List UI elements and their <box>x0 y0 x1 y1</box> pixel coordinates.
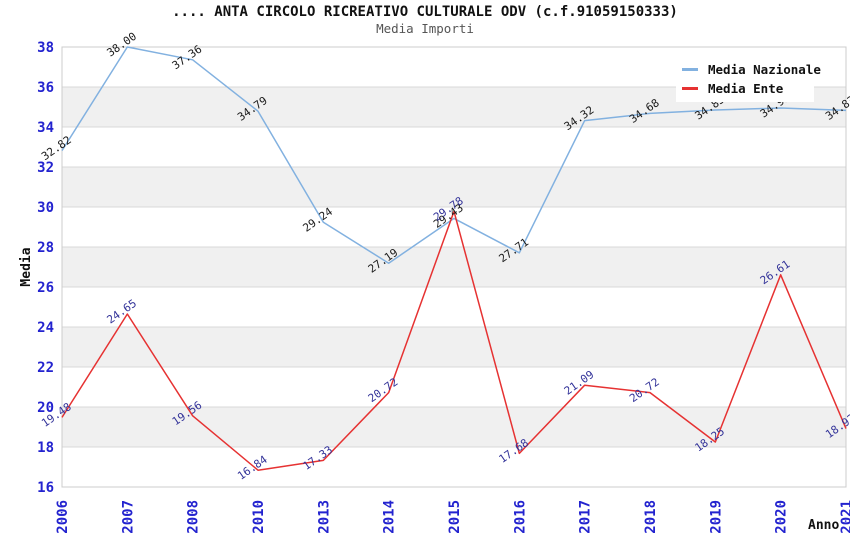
x-tick-label: 2008 <box>186 500 202 534</box>
plot-border <box>61 46 847 488</box>
y-tick-label: 16 <box>37 480 54 496</box>
plot-band <box>62 167 846 207</box>
x-axis-title: Anno <box>808 518 839 533</box>
x-tick-label: 2007 <box>120 500 136 534</box>
legend: Media Nazionale Media Ente <box>676 56 821 102</box>
data-label: 16.84 <box>235 453 270 483</box>
data-label: 32.82 <box>39 133 74 163</box>
y-tick-label: 26 <box>37 280 54 296</box>
y-tick-label: 24 <box>37 320 54 336</box>
legend-marker-icon <box>682 87 698 90</box>
data-label: 20.72 <box>627 375 662 405</box>
y-tick-label: 30 <box>37 200 54 216</box>
x-tick-label: 2017 <box>578 500 594 534</box>
x-tick-label: 2018 <box>643 500 659 534</box>
media-ente-line <box>61 210 847 471</box>
data-label: 29.24 <box>300 205 335 235</box>
y-tick-label: 34 <box>37 120 54 136</box>
legend-item-media-nazionale: Media Nazionale <box>682 62 821 78</box>
media-nazionale-line <box>61 46 847 264</box>
data-label: 21.09 <box>562 368 597 398</box>
y-tick-label: 28 <box>37 240 54 256</box>
x-tick-label: 2019 <box>708 500 724 534</box>
x-tick-label: 2010 <box>251 500 267 534</box>
legend-item-media-ente: Media Ente <box>682 81 808 97</box>
x-tick-label: 2021 <box>839 500 850 534</box>
chart-subtitle: Media Importi <box>376 21 474 36</box>
x-tick-label: 2006 <box>55 500 71 534</box>
plot-band <box>62 247 846 287</box>
y-tick-label: 18 <box>37 440 54 456</box>
y-tick-label: 20 <box>37 400 54 416</box>
y-tick-label: 22 <box>37 360 54 376</box>
legend-label: Media Nazionale <box>708 62 821 77</box>
y-tick-label: 38 <box>37 40 54 56</box>
x-tick-label: 2020 <box>774 500 790 534</box>
x-tick-label: 2015 <box>447 500 463 534</box>
x-tick-label: 2014 <box>382 500 398 534</box>
plot-band <box>62 327 846 367</box>
y-tick-label: 36 <box>37 80 54 96</box>
x-tick-label: 2016 <box>512 500 528 534</box>
y-axis-title: Media <box>19 247 34 286</box>
data-label: 17.33 <box>300 443 335 473</box>
legend-marker-icon <box>682 68 698 71</box>
legend-label: Media Ente <box>708 81 784 96</box>
chart-title: .... ANTA CIRCOLO RICREATIVO CULTURALE O… <box>172 4 678 20</box>
x-tick-label: 2013 <box>316 500 332 534</box>
y-tick-label: 32 <box>37 160 54 176</box>
data-label: 20.72 <box>366 375 401 405</box>
